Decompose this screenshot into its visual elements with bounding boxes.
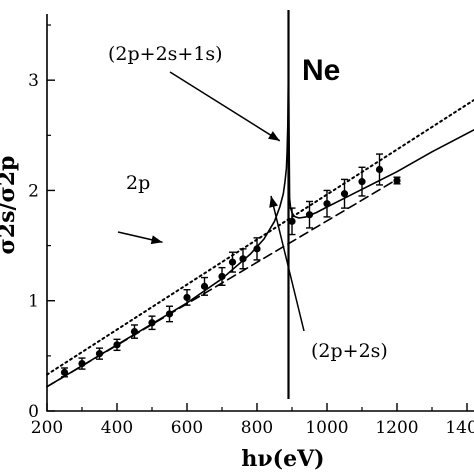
y-tick-label: 3 bbox=[28, 71, 39, 91]
ylabel: σ2s/σ2p bbox=[0, 156, 20, 255]
data-point bbox=[323, 200, 331, 208]
annotation-arrow-head bbox=[150, 235, 163, 245]
data-point bbox=[358, 178, 366, 186]
data-point bbox=[183, 293, 191, 302]
data-point bbox=[95, 350, 104, 358]
annotation-arrow-head bbox=[268, 131, 280, 141]
y-tick-label: 0 bbox=[28, 402, 39, 422]
annotation-arrow-line bbox=[270, 195, 305, 332]
x-tick-label: 400 bbox=[101, 418, 133, 438]
data-point bbox=[60, 368, 69, 377]
x-axis-title: hν(eV) bbox=[241, 446, 324, 472]
x-tick-label: 200 bbox=[31, 418, 63, 438]
annotation-2p2s: (2p+2s) bbox=[311, 340, 388, 362]
x-tick-label: 1200 bbox=[375, 418, 418, 438]
data-point bbox=[239, 255, 247, 263]
data-point bbox=[78, 359, 86, 368]
x-tick-label: 1000 bbox=[305, 418, 348, 438]
data-point bbox=[288, 217, 296, 225]
annotation-2p: 2p bbox=[126, 172, 150, 194]
data-point bbox=[148, 319, 156, 327]
y-tick-label: 2 bbox=[28, 181, 39, 201]
annotation-2p2s1s: (2p+2s+1s) bbox=[108, 43, 223, 65]
data-point bbox=[305, 211, 314, 219]
data-point bbox=[200, 282, 209, 290]
y-tick-label: 1 bbox=[28, 292, 39, 312]
plot-frame bbox=[46, 14, 474, 412]
element-label: Ne bbox=[302, 54, 340, 87]
data-point bbox=[253, 245, 261, 253]
data-point bbox=[393, 176, 401, 185]
data-point bbox=[375, 165, 384, 174]
data-point bbox=[130, 328, 139, 336]
data-point bbox=[228, 258, 237, 266]
annotation-arrow-head bbox=[269, 195, 278, 208]
data-point bbox=[340, 190, 349, 198]
data-point bbox=[218, 272, 226, 281]
x-tick-label: 600 bbox=[171, 418, 203, 438]
data-point bbox=[113, 341, 121, 349]
y-axis-title: σ2s/σ2p bbox=[0, 156, 20, 255]
annotation-arrow-line bbox=[169, 71, 281, 142]
series-line-2p-2s-1s bbox=[46, 68, 474, 388]
x-tick-label: 800 bbox=[241, 418, 273, 438]
data-point bbox=[165, 310, 174, 318]
